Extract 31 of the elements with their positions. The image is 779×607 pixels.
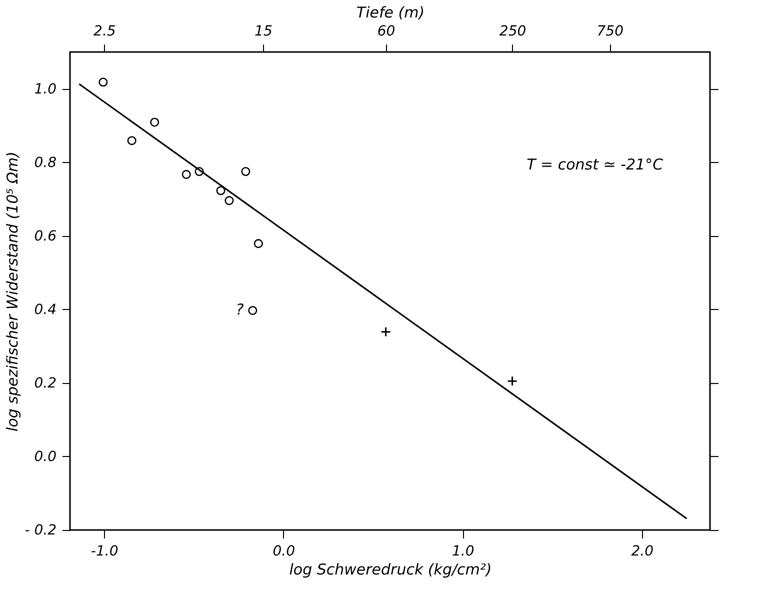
x2-axis-title: Tiefe (m) — [356, 4, 425, 22]
point — [241, 166, 250, 176]
point — [98, 78, 108, 87]
y-tick-label: 0.2 — [34, 375, 57, 392]
y-tick-label: - 0.2 — [24, 522, 57, 538]
point — [127, 136, 136, 146]
x2-tick-label: 750 — [596, 24, 624, 40]
annotation: T = const ≃ -21°C — [526, 155, 664, 174]
point — [224, 196, 234, 206]
y-tick-label: 0.0 — [34, 448, 57, 465]
x-tick-label: 0.0 — [272, 544, 296, 560]
annotation: ? — [236, 300, 244, 318]
y-tick-label: 0.4 — [34, 302, 56, 318]
x-tick-label: -1.0 — [90, 544, 118, 560]
point — [182, 170, 191, 179]
x2-tick-label: 15 — [254, 24, 272, 40]
x-tick-label: 1.0 — [452, 544, 474, 560]
y-tick-label: 0.8 — [34, 154, 57, 171]
x2-tick-label: 60 — [377, 24, 396, 40]
point — [150, 118, 160, 127]
x2-tick-label: 250 — [499, 24, 526, 40]
point — [216, 186, 226, 196]
y-tick-label: 1.0 — [34, 81, 57, 98]
point — [248, 306, 258, 316]
point — [254, 239, 263, 248]
x-tick-label: 2.0 — [631, 544, 654, 560]
point — [194, 166, 204, 176]
y-tick-label: 0.6 — [34, 228, 57, 244]
x2-tick-label: 2.5 — [94, 24, 116, 40]
x-axis-title: log Schweredruck (kg/cm²) — [289, 560, 492, 578]
y-axis-title: log spezifischer Widerstand (10⁵ Ωm) — [4, 152, 22, 432]
